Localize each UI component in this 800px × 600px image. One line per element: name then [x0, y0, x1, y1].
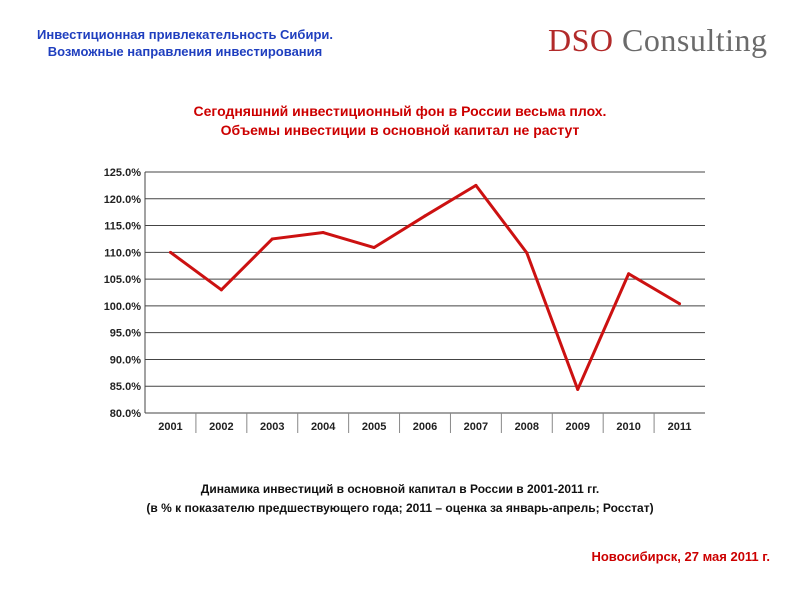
x-tick-label: 2008: [515, 421, 539, 433]
y-tick-label: 95.0%: [110, 328, 141, 340]
x-tick-label: 2009: [565, 421, 589, 433]
data-point: [474, 183, 478, 187]
x-tick-label: 2001: [158, 421, 182, 433]
series-layer: [168, 183, 682, 391]
x-tick-label: 2010: [616, 421, 640, 433]
data-point: [576, 387, 580, 391]
x-tick-label: 2005: [362, 421, 386, 433]
y-tick-label: 110.0%: [104, 247, 141, 259]
data-point: [219, 288, 223, 292]
caption-line-1: Динамика инвестиций в основной капитал в…: [200, 482, 600, 496]
data-point: [372, 246, 376, 250]
logo-consulting: Consulting: [622, 22, 768, 58]
data-point: [321, 231, 325, 235]
x-tick-label: 2002: [209, 421, 233, 433]
x-tick-label: 2007: [464, 421, 488, 433]
y-tick-label: 125.0%: [104, 167, 142, 179]
data-point: [678, 302, 682, 306]
y-tick-label: 115.0%: [104, 221, 141, 233]
x-axis-ticks: 2001 2002 2003 2004 2005 2006 2007 2008 2009 2010…: [158, 413, 691, 433]
y-tick-label: 80.0%: [110, 408, 141, 420]
x-tick-label: 2011: [668, 421, 692, 433]
data-point: [168, 250, 172, 254]
x-tick-label: 2006: [413, 421, 437, 433]
y-tick-label: 100.0%: [104, 301, 142, 313]
data-point: [270, 237, 274, 241]
chart-title-line-2: Объемы инвестиции в основной капитал не …: [220, 122, 580, 138]
gridlines: [144, 171, 705, 414]
company-logo: DSO Consulting: [548, 22, 767, 59]
y-tick-label: 120.0%: [104, 194, 142, 206]
chart-title: Сегодняшний инвестиционный фон в России …: [100, 102, 700, 140]
presentation-header: Инвестиционная привлекательность Сибири.…: [20, 26, 350, 60]
y-axis-ticks: 80.0% 85.0% 90.0% 95.0% 100.0% 105.0% 110.0% 11…: [104, 167, 142, 420]
x-tick-label: 2004: [311, 421, 336, 433]
data-point: [525, 251, 529, 255]
footer-location-date: Новосибирск, 27 мая 2011 г.: [591, 549, 770, 564]
header-line-2: Возможные направления инвестирования: [47, 44, 323, 59]
data-point: [423, 214, 427, 218]
caption-line-2: (в % к показателю предшествующего года; …: [146, 501, 654, 515]
chart-title-line-1: Сегодняшний инвестиционный фон в России …: [193, 103, 607, 119]
y-tick-label: 85.0%: [110, 381, 141, 393]
chart-caption: Динамика инвестиций в основной капитал в…: [60, 480, 740, 518]
header-line-1: Инвестиционная привлекательность Сибири.: [37, 27, 333, 42]
logo-dso: DSO: [548, 22, 614, 58]
y-tick-label: 105.0%: [104, 274, 142, 286]
data-point: [627, 272, 631, 276]
y-tick-label: 90.0%: [110, 354, 141, 366]
x-tick-label: 2003: [260, 421, 284, 433]
